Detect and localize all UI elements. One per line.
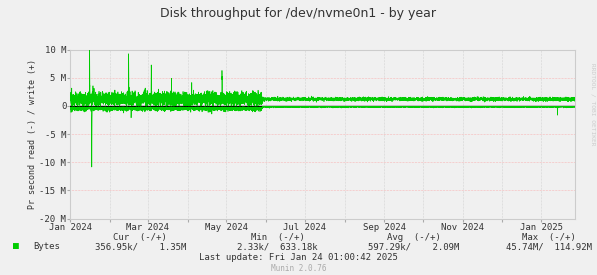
Text: ■: ■ (13, 241, 19, 251)
Text: 45.74M/  114.92M: 45.74M/ 114.92M (506, 243, 592, 252)
Text: 597.29k/    2.09M: 597.29k/ 2.09M (368, 243, 460, 252)
Text: Munin 2.0.76: Munin 2.0.76 (271, 265, 326, 273)
Text: 356.95k/    1.35M: 356.95k/ 1.35M (94, 243, 186, 252)
Text: Bytes: Bytes (33, 242, 60, 251)
Text: Avg  (-/+): Avg (-/+) (387, 233, 441, 242)
Text: 2.33k/  633.18k: 2.33k/ 633.18k (237, 243, 318, 252)
Text: Last update: Fri Jan 24 01:00:42 2025: Last update: Fri Jan 24 01:00:42 2025 (199, 254, 398, 262)
Text: Max  (-/+): Max (-/+) (522, 233, 576, 242)
Text: RRDTOOL / TOBI OETIKER: RRDTOOL / TOBI OETIKER (591, 63, 596, 146)
Text: Min  (-/+): Min (-/+) (251, 233, 304, 242)
Text: Cur  (-/+): Cur (-/+) (113, 233, 167, 242)
Text: Disk throughput for /dev/nvme0n1 - by year: Disk throughput for /dev/nvme0n1 - by ye… (161, 7, 436, 20)
Y-axis label: Pr second read (-) / write (+): Pr second read (-) / write (+) (27, 59, 36, 209)
